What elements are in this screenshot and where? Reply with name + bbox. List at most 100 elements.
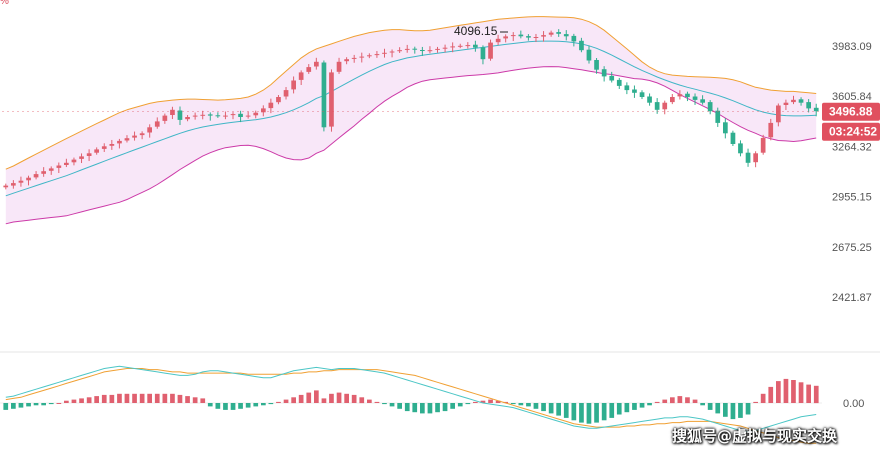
macd-histogram-bar xyxy=(245,403,251,408)
macd-histogram-bar xyxy=(41,403,46,406)
macd-histogram-bar xyxy=(359,397,365,404)
macd-histogram-bar xyxy=(48,403,54,405)
candle-body xyxy=(200,114,206,116)
macd-histogram-bar xyxy=(548,403,554,414)
macd-histogram-bar xyxy=(556,403,561,416)
macd-histogram-bar xyxy=(806,384,811,403)
candle-body xyxy=(488,42,493,59)
candle-body xyxy=(223,115,228,117)
candle-body xyxy=(457,45,463,47)
macd-histogram-bar xyxy=(465,403,471,405)
macd-histogram-bar xyxy=(33,403,39,406)
macd-histogram-bar xyxy=(162,393,168,403)
candle-body xyxy=(314,61,319,67)
candle-body xyxy=(586,49,592,61)
candle-body xyxy=(730,132,736,144)
candle-body xyxy=(359,56,365,58)
macd-histogram-bar xyxy=(427,403,433,414)
macd-histogram-bar xyxy=(791,380,796,403)
candle-body xyxy=(329,72,334,127)
candle-body xyxy=(473,44,478,48)
candle-body xyxy=(147,127,152,133)
macd-histogram-bar xyxy=(64,400,69,403)
macd-histogram-bar xyxy=(798,382,804,403)
macd-histogram-bar xyxy=(170,393,175,403)
candle-body xyxy=(351,57,357,59)
macd-histogram-bar xyxy=(594,403,599,423)
macd-histogram-bar xyxy=(624,403,630,413)
macd-histogram-bar xyxy=(723,403,728,417)
candle-body xyxy=(367,55,372,57)
price-tick-label: 2421.87 xyxy=(832,292,872,304)
candle-body xyxy=(723,122,728,134)
candle-body xyxy=(677,94,683,97)
candle-body xyxy=(624,85,630,91)
candle-body xyxy=(548,32,554,35)
macd-histogram-bar xyxy=(700,403,705,406)
candle-body xyxy=(791,99,796,103)
candle-body xyxy=(420,50,425,51)
macd-histogram-bar xyxy=(783,378,789,403)
macd-histogram-bar xyxy=(56,403,62,404)
candle-body xyxy=(18,180,24,183)
macd-histogram-bar xyxy=(745,403,751,415)
last-price-badge xyxy=(822,102,880,121)
macd-histogram-bar xyxy=(488,399,493,403)
macd-histogram-bar xyxy=(647,403,652,406)
macd-histogram-bar xyxy=(609,403,615,418)
candle-body xyxy=(753,153,758,163)
macd-histogram-bar xyxy=(109,394,115,403)
candle-body xyxy=(94,149,99,153)
macd-histogram-bar xyxy=(336,392,342,403)
candle-body xyxy=(48,168,54,171)
candle-body xyxy=(609,75,615,81)
price-tick-label: 2955.15 xyxy=(832,192,872,204)
price-tick-label: 2675.25 xyxy=(832,242,872,254)
macd-histogram-bar xyxy=(707,403,713,410)
price-axis: 3983.09 3605.84 3264.32 2955.15 2675.25 2421.… xyxy=(832,41,872,304)
macd-histogram-bar xyxy=(101,394,107,403)
candle-body xyxy=(518,34,524,37)
macd-histogram-bar xyxy=(670,397,675,404)
macd-histogram-bar xyxy=(518,403,524,406)
watermark-text: 搜狐号@虚拟与现实交换 xyxy=(672,427,838,445)
macd-histogram-bar xyxy=(616,403,622,415)
candle-body xyxy=(510,35,516,37)
candle-body xyxy=(480,47,486,60)
candle-body xyxy=(132,135,137,138)
chart-overlay: 4096.15 3496.88 03:24:52 xyxy=(0,24,880,353)
candle-body xyxy=(776,105,781,123)
macd-histogram-bar xyxy=(321,398,327,403)
candle-body xyxy=(450,46,455,48)
candle-body xyxy=(601,69,607,77)
candle-body xyxy=(533,37,539,38)
macd-histogram-bar xyxy=(192,397,198,404)
price-tick-label: 3983.09 xyxy=(832,41,872,53)
candle-body xyxy=(579,40,584,51)
candle-body xyxy=(56,165,62,168)
candle-body xyxy=(382,52,387,54)
bollinger-middle-line xyxy=(5,40,817,197)
macd-histogram-bar xyxy=(692,399,698,403)
candle-body xyxy=(700,99,705,103)
bollinger-bands xyxy=(5,16,817,225)
candle-body xyxy=(556,32,561,34)
candle-body xyxy=(435,48,440,50)
macd-histogram-bar xyxy=(510,403,516,405)
candle-body xyxy=(344,59,349,62)
macd-histogram-bar xyxy=(738,403,743,418)
candle-body xyxy=(79,156,84,159)
candle-body xyxy=(503,36,508,39)
candle-body xyxy=(783,102,789,105)
candle-body xyxy=(33,174,39,178)
macd-histogram-bar xyxy=(495,400,501,403)
candle-body xyxy=(685,93,690,98)
macd-histogram-bar xyxy=(685,397,690,404)
macd-histogram-bar xyxy=(344,393,349,403)
candle-body xyxy=(245,115,251,117)
peak-price-label: 4096.15 xyxy=(454,24,498,38)
candle-body xyxy=(336,61,342,72)
macd-histogram-bar xyxy=(541,403,546,412)
candle-body xyxy=(707,102,713,112)
